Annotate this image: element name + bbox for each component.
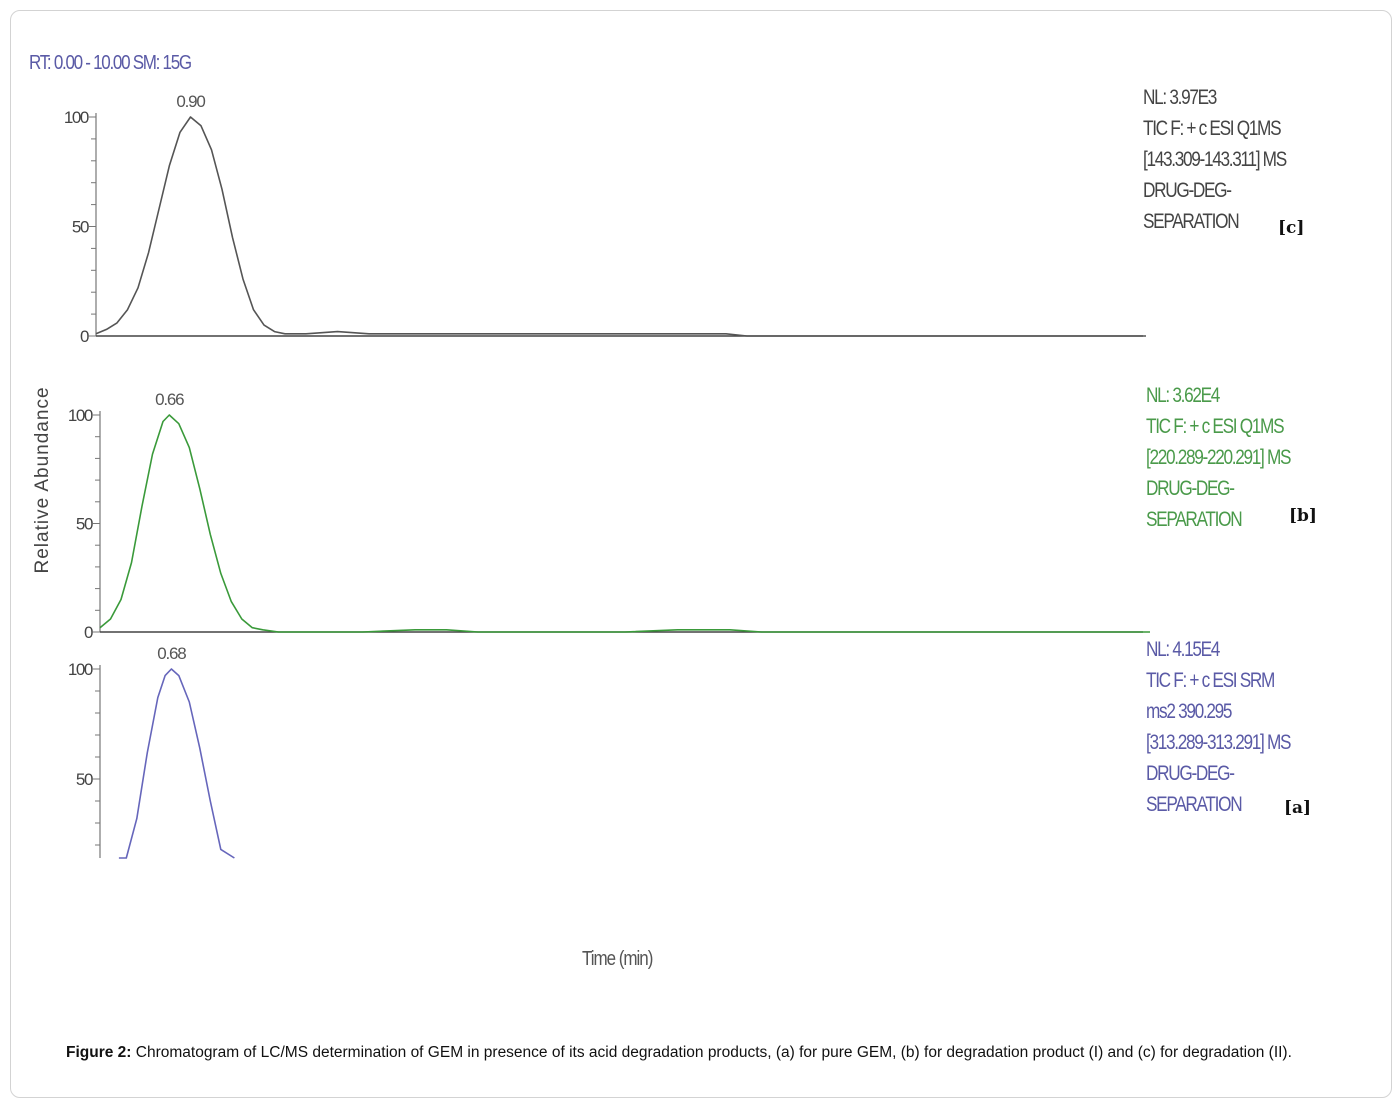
rt-range-label: RT: 0.00 - 10.00 SM: 15G xyxy=(29,52,192,74)
figure-frame xyxy=(10,10,1392,1098)
chromatogram-panel-a: 50 100 0.68 xyxy=(68,644,235,859)
chromatogram-panel-c: 0 50 100 0.90 xyxy=(64,92,1146,346)
panel-c-info-line: [143.309-143.311] MS xyxy=(1143,148,1287,171)
panel-b-tag: [b] xyxy=(1289,506,1317,526)
y-tick-label: 100 xyxy=(68,406,93,425)
panel-a-info: NL: 4.15E4 TIC F: + c ESI SRM ms2 390.29… xyxy=(1146,634,1291,820)
peak-label: 0.66 xyxy=(155,390,184,409)
panel-a-tag: [a] xyxy=(1284,798,1312,818)
panel-c-info: NL: 3.97E3 TIC F: + c ESI Q1MS [143.309-… xyxy=(1143,82,1287,237)
peak-label: 0.90 xyxy=(176,92,205,111)
peak-label: 0.68 xyxy=(157,644,186,663)
x-axis-label: Time (min) xyxy=(582,948,653,970)
chromatogram-panel-b: 0 50 100 0.66 xyxy=(68,390,1150,642)
panel-b-info-line: [220.289-220.291] MS xyxy=(1146,446,1291,469)
panel-a-info-line: TIC F: + c ESI SRM xyxy=(1146,669,1275,692)
y-tick-label: 100 xyxy=(64,108,89,127)
panel-a-info-line: SEPARATION xyxy=(1146,793,1243,816)
panel-a-info-line: [313.289-313.291] MS xyxy=(1146,731,1291,754)
panel-c-info-line: NL: 3.97E3 xyxy=(1143,86,1217,109)
panel-c-info-line: DRUG-DEG- xyxy=(1143,179,1232,202)
panel-b-info-line: TIC F: + c ESI Q1MS xyxy=(1146,415,1285,438)
panel-c-info-line: SEPARATION xyxy=(1143,210,1240,233)
panel-b-info-line: DRUG-DEG- xyxy=(1146,477,1235,500)
y-tick-label: 0 xyxy=(80,327,89,346)
y-tick-label: 0 xyxy=(84,623,93,642)
panel-c-info-line: TIC F: + c ESI Q1MS xyxy=(1143,117,1282,140)
y-axis-label: Relative Abundance xyxy=(32,386,53,574)
y-tick-label: 50 xyxy=(72,218,89,237)
figure-caption: Figure 2: Chromatogram of LC/MS determin… xyxy=(66,1042,1366,1063)
chromatogram-trace-a xyxy=(118,668,235,859)
panel-b-info-line: SEPARATION xyxy=(1146,508,1243,531)
panel-b-info-line: NL: 3.62E4 xyxy=(1146,384,1220,407)
panel-a-info-line: ms2 390.295 xyxy=(1146,700,1232,723)
panel-a-info-line: DRUG-DEG- xyxy=(1146,762,1235,785)
caption-text: Chromatogram of LC/MS determination of G… xyxy=(131,1044,1292,1061)
chromatogram-trace-c xyxy=(95,116,1146,337)
y-tick-label: 50 xyxy=(76,515,93,534)
panel-c-tag: [c] xyxy=(1278,218,1305,238)
y-tick-label: 100 xyxy=(68,660,93,679)
panel-b-info: NL: 3.62E4 TIC F: + c ESI Q1MS [220.289-… xyxy=(1146,380,1291,535)
y-tick-label: 50 xyxy=(76,770,93,789)
panel-a-info-line: NL: 4.15E4 xyxy=(1146,638,1220,661)
chromatogram-trace-b xyxy=(99,414,1150,633)
caption-label: Figure 2: xyxy=(66,1044,132,1061)
